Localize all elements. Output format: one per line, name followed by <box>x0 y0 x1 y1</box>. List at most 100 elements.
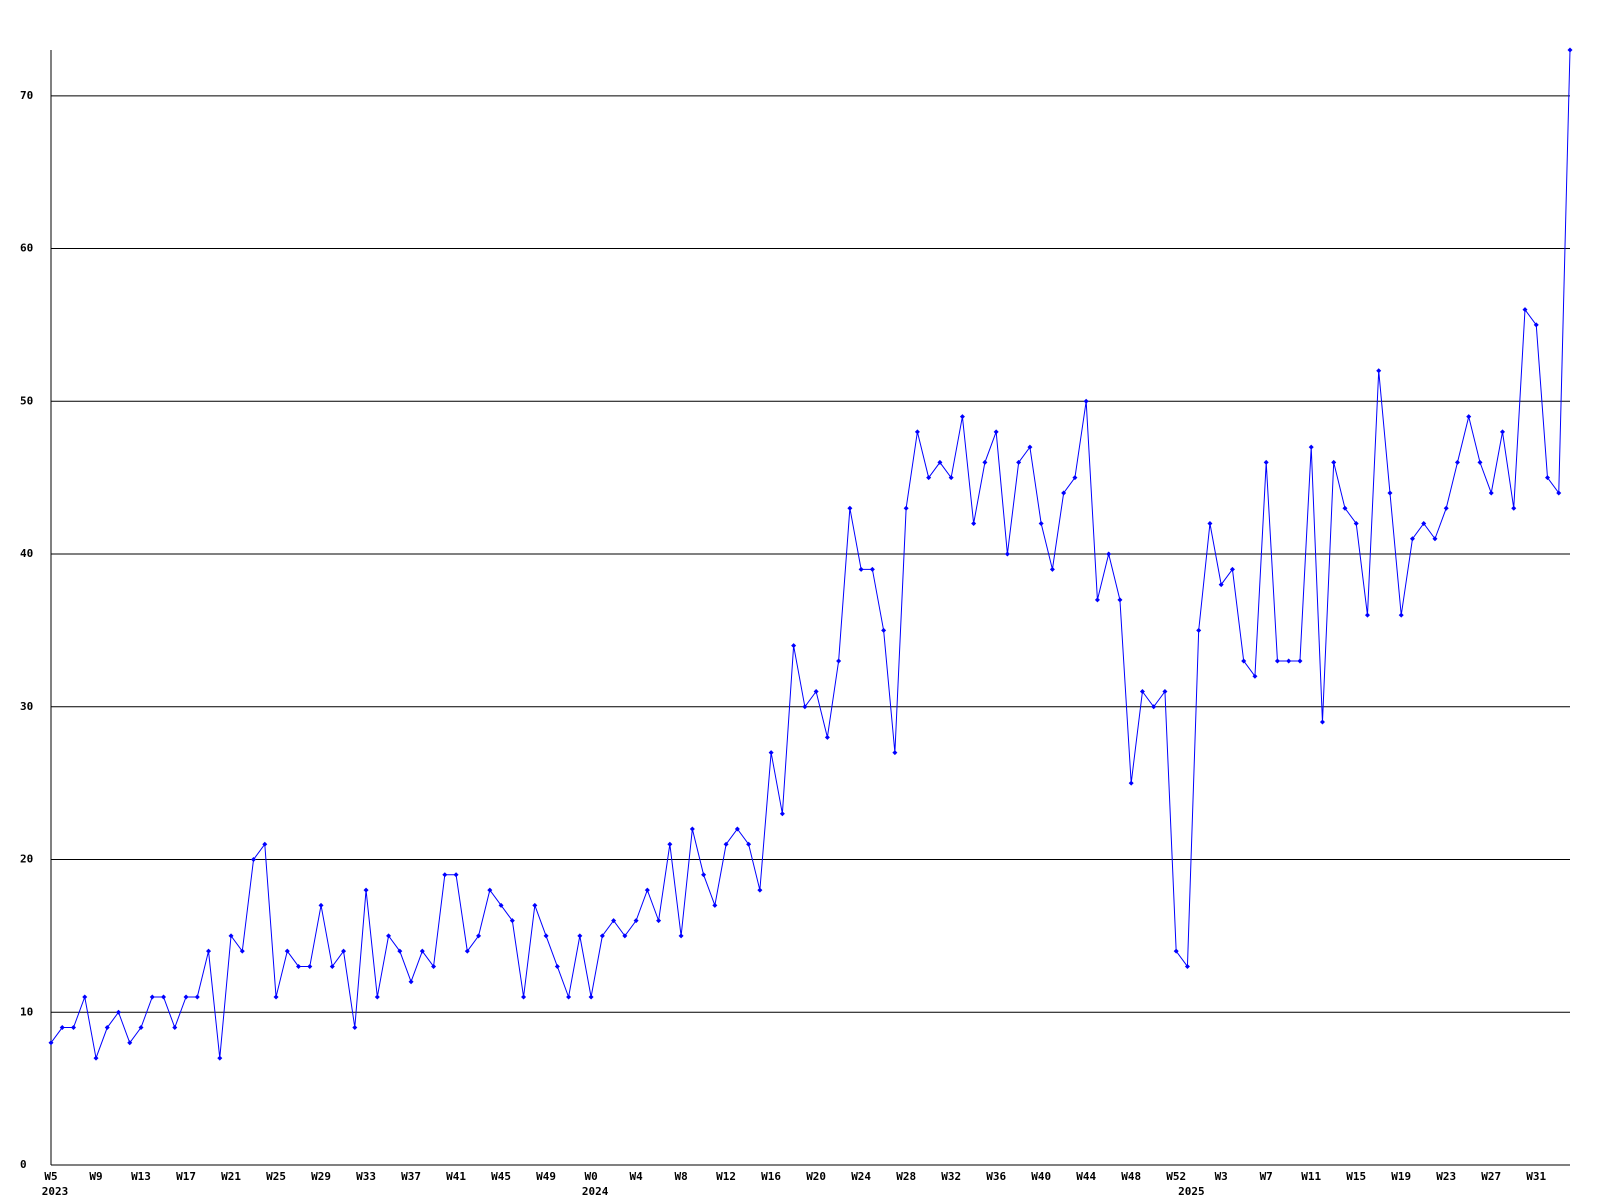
point <box>644 887 650 893</box>
point <box>419 948 425 954</box>
point <box>1409 536 1415 542</box>
point <box>284 948 290 954</box>
x-tick-label: W45 <box>491 1170 511 1183</box>
point <box>262 841 268 847</box>
point <box>116 1009 122 1015</box>
point <box>1522 307 1528 313</box>
y-tick-label: 40 <box>20 547 33 560</box>
y-tick-label: 50 <box>20 394 33 407</box>
point <box>689 826 695 832</box>
point <box>1511 505 1517 511</box>
point <box>1061 490 1067 496</box>
point <box>1004 551 1010 557</box>
point <box>363 887 369 893</box>
point <box>656 918 662 924</box>
point <box>1454 459 1460 465</box>
point <box>1443 505 1449 511</box>
point <box>1331 459 1337 465</box>
point <box>757 887 763 893</box>
point <box>217 1055 223 1061</box>
x-tick-label: W33 <box>356 1170 376 1183</box>
point <box>1364 612 1370 618</box>
point <box>1556 490 1562 496</box>
point <box>836 658 842 664</box>
x-tick-label: W17 <box>176 1170 196 1183</box>
point <box>1319 719 1325 725</box>
point <box>1016 459 1022 465</box>
point <box>791 643 797 649</box>
point <box>329 963 335 969</box>
point <box>712 902 718 908</box>
x-tick-label: W44 <box>1076 1170 1096 1183</box>
x-tick-label: W13 <box>131 1170 151 1183</box>
point <box>982 459 988 465</box>
x-tick-label: W37 <box>401 1170 421 1183</box>
y-tick-label: 70 <box>20 89 33 102</box>
point <box>914 429 920 435</box>
point <box>1533 322 1539 328</box>
y-tick-label: 30 <box>20 700 33 713</box>
point <box>1128 780 1134 786</box>
point <box>1173 948 1179 954</box>
x-tick-label: W29 <box>311 1170 331 1183</box>
point <box>734 826 740 832</box>
x-tick-label: W19 <box>1391 1170 1411 1183</box>
x-tick-label: W21 <box>221 1170 241 1183</box>
x-tick-label: W0 <box>584 1170 597 1183</box>
x-tick-label: W15 <box>1346 1170 1366 1183</box>
point <box>858 566 864 572</box>
point <box>678 933 684 939</box>
x-tick-label: W5 <box>44 1170 57 1183</box>
point <box>1218 582 1224 588</box>
point <box>228 933 234 939</box>
point <box>779 811 785 817</box>
point <box>577 933 583 939</box>
point <box>341 948 347 954</box>
point <box>251 857 257 863</box>
point <box>1398 612 1404 618</box>
point <box>1544 475 1550 481</box>
x-tick-label: W48 <box>1121 1170 1141 1183</box>
point <box>622 933 628 939</box>
x-tick-label: W25 <box>266 1170 286 1183</box>
x-tick-label: W8 <box>674 1170 687 1183</box>
x-tick-label: W24 <box>851 1170 871 1183</box>
y-tick-label: 20 <box>20 853 33 866</box>
point <box>1376 368 1382 374</box>
point <box>1027 444 1033 450</box>
point <box>1567 47 1573 53</box>
point <box>239 948 245 954</box>
point <box>273 994 279 1000</box>
line <box>50 49 1571 1060</box>
x-tick-label: W27 <box>1481 1170 1501 1183</box>
x-tick-label: W28 <box>896 1170 916 1183</box>
point <box>1106 551 1112 557</box>
x-tick-label: W41 <box>446 1170 466 1183</box>
point <box>1038 520 1044 526</box>
point <box>993 429 999 435</box>
point <box>1094 597 1100 603</box>
point <box>1274 658 1280 664</box>
x-tick-label: W31 <box>1526 1170 1546 1183</box>
point <box>1499 429 1505 435</box>
x-tick-label: W4 <box>629 1170 643 1183</box>
point <box>498 902 504 908</box>
point <box>959 414 965 420</box>
point <box>1353 520 1359 526</box>
point <box>352 1025 358 1031</box>
point <box>1184 963 1190 969</box>
point <box>1263 459 1269 465</box>
x-tick-label: W9 <box>89 1170 102 1183</box>
point <box>1432 536 1438 542</box>
point <box>611 918 617 924</box>
point <box>768 750 774 756</box>
point <box>138 1025 144 1031</box>
point <box>1162 689 1168 695</box>
point <box>543 933 549 939</box>
point <box>948 475 954 481</box>
point <box>892 750 898 756</box>
point <box>1297 658 1303 664</box>
point <box>318 902 324 908</box>
point <box>1286 658 1292 664</box>
point <box>464 948 470 954</box>
